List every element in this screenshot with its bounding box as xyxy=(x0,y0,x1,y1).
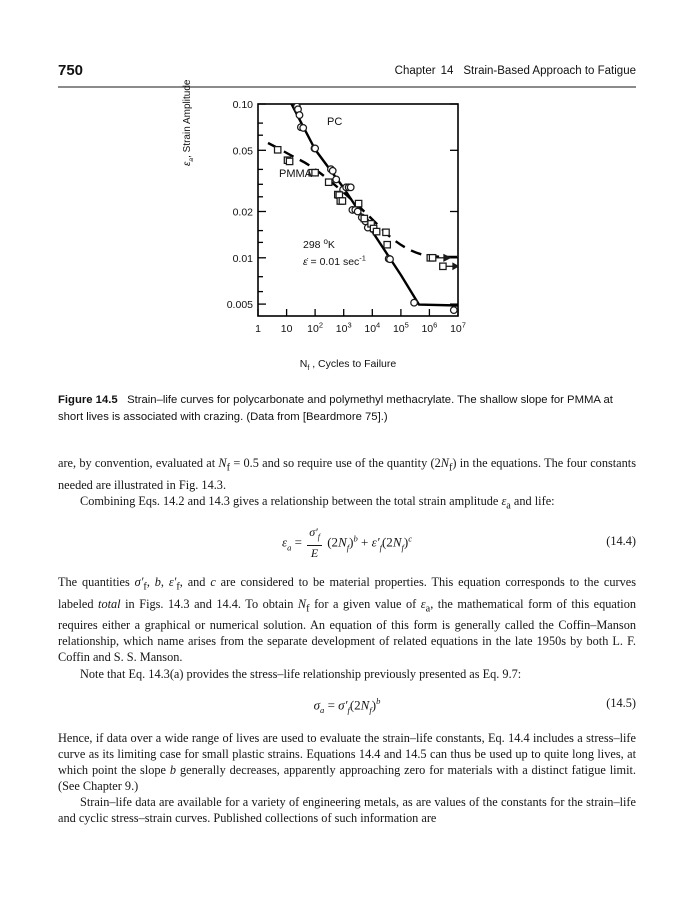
figure-caption-label: Figure 14.5 xyxy=(58,394,118,406)
x-tick-label-1e2: 102 xyxy=(307,321,323,336)
pmma-data-points xyxy=(273,145,447,271)
sigma-over-E-fraction: σ′f E xyxy=(307,525,322,560)
header-rule xyxy=(58,86,636,88)
data-point xyxy=(285,157,294,166)
chapter-word: Chapter xyxy=(394,65,436,77)
y-tick-label: 0.01 xyxy=(233,253,254,265)
data-point xyxy=(449,306,458,315)
paragraph-6: Strain–life data are available for a var… xyxy=(58,795,636,826)
chart-area: εa, Strain Amplitude xyxy=(182,80,508,386)
data-point xyxy=(299,123,308,132)
figure-14-5: εa, Strain Amplitude xyxy=(58,80,636,396)
figure-caption: Figure 14.5 Strain–life curves for polyc… xyxy=(58,392,636,425)
data-point xyxy=(311,144,320,153)
annotation-pc: PC xyxy=(327,116,342,128)
body-text: are, by convention, evaluated at Nf = 0.… xyxy=(58,455,636,826)
data-point xyxy=(354,199,363,208)
equation-14-5-number: (14.5) xyxy=(606,695,636,710)
x-tick-label-1e3: 103 xyxy=(336,321,352,336)
x-tick-label-1e7: 107 xyxy=(450,321,466,336)
y-tick-label: 0.05 xyxy=(233,145,254,157)
y-tick-labels: 0.10 0.05 0.02 0.01 0.005 xyxy=(227,99,253,311)
data-point xyxy=(383,240,392,249)
data-point xyxy=(382,228,390,237)
data-point xyxy=(311,168,319,177)
data-point xyxy=(410,298,419,307)
chapter-number: 14 xyxy=(440,65,454,77)
data-point xyxy=(353,207,362,216)
data-point xyxy=(324,178,333,187)
equation-14-4: εa = σ′f E (2Nf)b + ε′f(2Nf)c xyxy=(281,525,413,560)
annotation-temperature: 298 oK xyxy=(303,237,335,251)
equation-14-4-block: εa = σ′f E (2Nf)b + ε′f(2Nf)c (14.4) xyxy=(58,525,636,561)
paragraph-5: Hence, if data over a wide range of live… xyxy=(58,730,637,793)
x-tick-label-1: 1 xyxy=(255,323,261,335)
runout-arrow-head xyxy=(452,262,458,271)
paragraph-4: Note that Eq. 14.3(a) provides the stres… xyxy=(80,666,522,681)
strain-life-plot: 0.10 0.05 0.02 0.01 0.005 xyxy=(227,99,466,336)
plot-annotations: PC PMMA xyxy=(279,116,342,180)
data-point xyxy=(332,175,341,184)
data-point xyxy=(273,145,282,154)
plot-frame xyxy=(257,103,459,317)
y-tick-label: 0.10 xyxy=(233,99,254,111)
annotation-pmma: PMMA xyxy=(279,168,313,180)
data-point xyxy=(360,214,369,223)
equation-14-4-number: (14.4) xyxy=(606,534,636,549)
data-point xyxy=(372,227,381,236)
y-tick-label: 0.005 xyxy=(227,299,253,311)
x-tick-labels: 1 10 102 103 104 105 106 107 xyxy=(255,321,466,336)
data-point xyxy=(439,262,447,271)
paragraph-3: The quantities σ′f, b, ε′f, and c are co… xyxy=(58,575,637,665)
data-point xyxy=(386,255,394,264)
pc-curve xyxy=(290,104,458,307)
x-tick-label-1e6: 106 xyxy=(421,321,437,336)
page-number: 750 xyxy=(58,62,84,79)
figure-caption-text: Strain–life curves for polycarbonate and… xyxy=(58,394,613,423)
x-tick-label-1e5: 105 xyxy=(393,321,409,336)
runout-arrows xyxy=(436,253,465,312)
runout-arrow-head xyxy=(443,253,452,262)
paragraph-2: Combining Eqs. 14.2 and 14.3 gives a rel… xyxy=(80,493,555,512)
pmma-curve xyxy=(267,141,458,259)
data-point xyxy=(346,183,355,192)
data-point xyxy=(295,111,304,120)
pc-data-points xyxy=(292,104,458,315)
x-tick-label-1e4: 104 xyxy=(364,321,380,336)
runout-arrow-head xyxy=(460,307,465,312)
equation-14-5-block: σa = σ′f(2Nf)b (14.5) xyxy=(58,696,636,716)
y-tick-label: 0.02 xyxy=(233,207,254,219)
x-axis-ticks xyxy=(257,309,459,316)
chapter-heading: Chapter 14 Strain-Based Approach to Fatigu… xyxy=(395,65,636,77)
data-point xyxy=(338,197,347,205)
x-axis-label: Nf , Cycles to Failure xyxy=(299,358,397,373)
plot-condition-annotations: 298 oK ε̇ = 0.01 sec-1 xyxy=(303,237,366,268)
running-head: 750 Chapter 14 Strain-Based Approach to Fa… xyxy=(58,62,636,88)
paragraph-1: are, by convention, evaluated at Nf = 0.… xyxy=(58,456,636,492)
annotation-strain-rate: ε̇ = 0.01 sec-1 xyxy=(303,254,366,269)
equation-14-5: σa = σ′f(2Nf)b xyxy=(313,695,381,715)
chapter-title: Strain-Based Approach to Fatigue xyxy=(463,65,636,77)
data-point xyxy=(428,253,437,262)
data-point xyxy=(328,166,337,175)
x-tick-label-10: 10 xyxy=(281,323,293,335)
y-axis-ticks xyxy=(258,103,458,305)
